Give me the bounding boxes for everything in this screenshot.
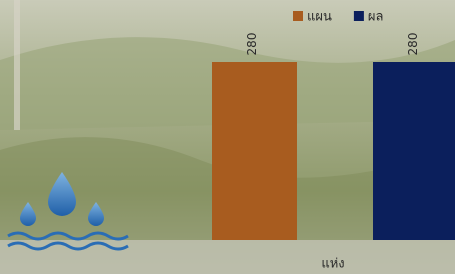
data-label: 280 (245, 33, 259, 56)
legend-swatch (293, 11, 303, 21)
data-label: 280 (406, 33, 420, 56)
legend-label: แผน (307, 10, 332, 25)
page: 280280แห่งแผนผล (() => { const data = JS… (0, 0, 455, 274)
chart: 280 280 แห่ง แผน ผล (0, 0, 455, 274)
legend-label: ผล (368, 10, 384, 25)
legend-swatch (354, 11, 364, 21)
bar (212, 62, 297, 240)
bar (373, 62, 455, 240)
x-tick-label: แห่ง (321, 257, 344, 272)
